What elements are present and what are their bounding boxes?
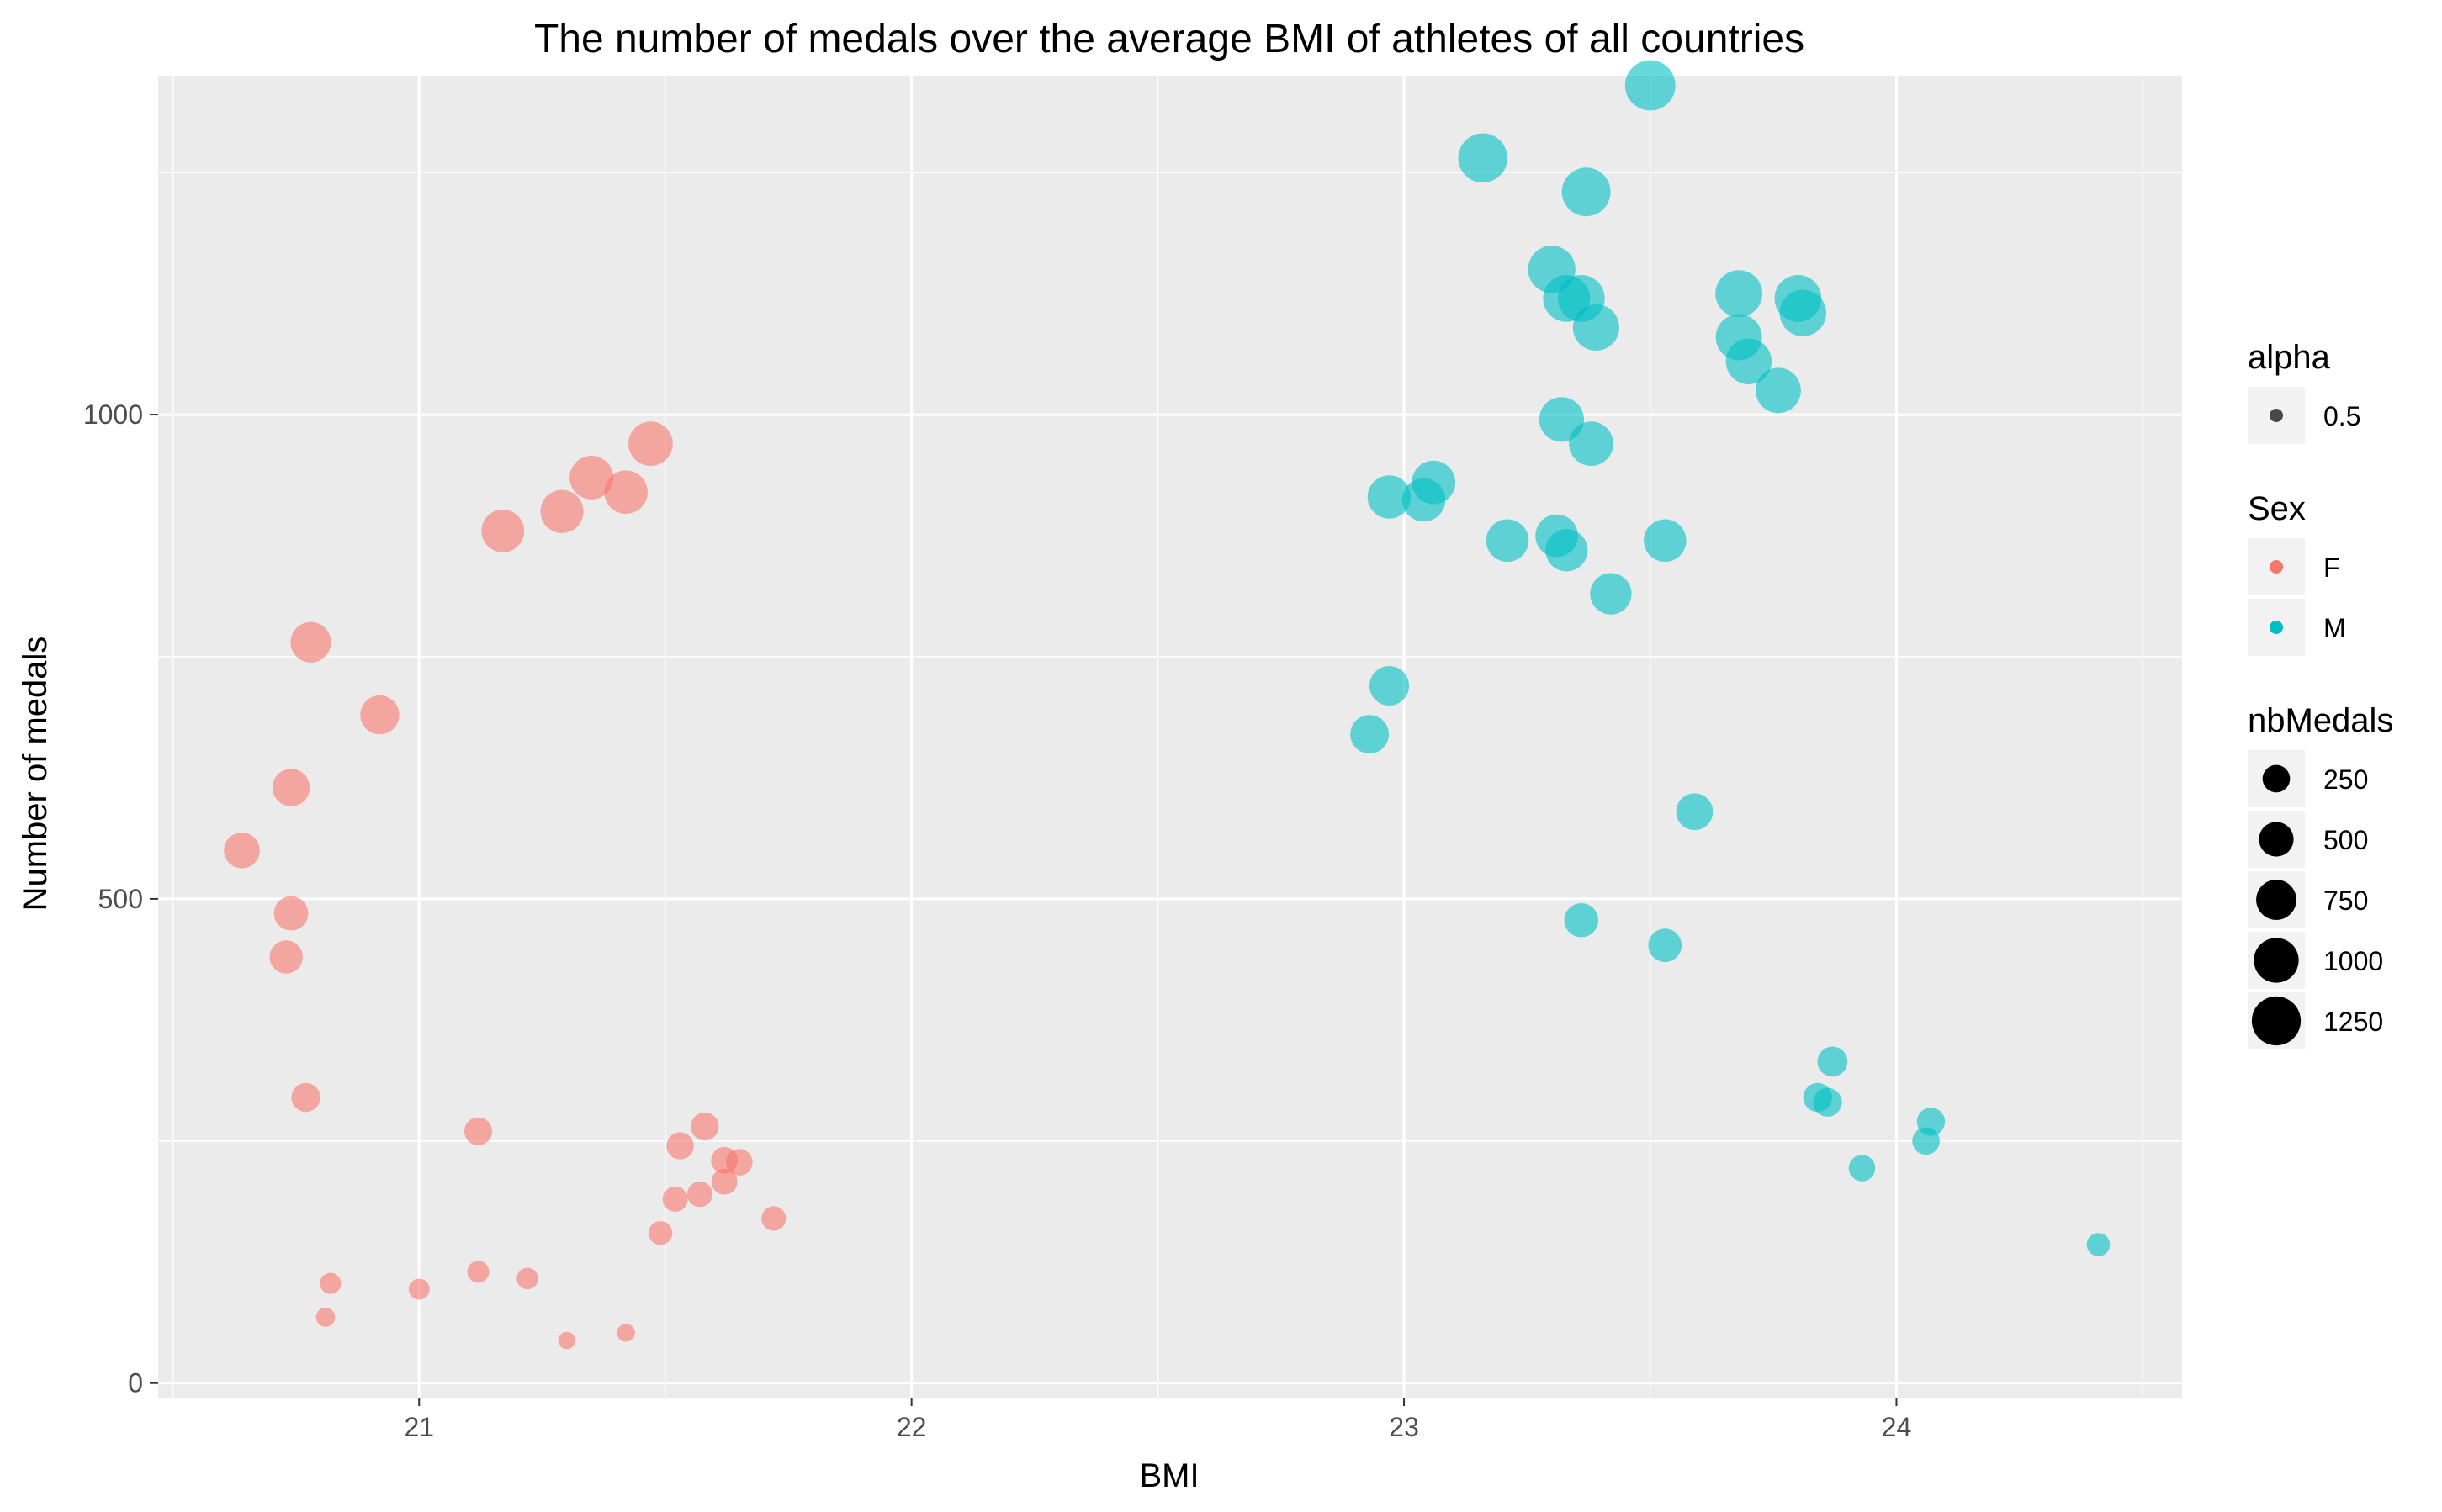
legend-key-symbol bbox=[2270, 409, 2283, 422]
data-point-f bbox=[666, 1132, 694, 1160]
data-point-f bbox=[481, 509, 525, 552]
minor-gridlines bbox=[158, 76, 2182, 1398]
data-point-f bbox=[711, 1168, 738, 1195]
data-point-m bbox=[1561, 167, 1611, 217]
data-point-f bbox=[467, 1261, 490, 1283]
x-tick-label: 23 bbox=[1389, 1412, 1419, 1442]
data-point-f bbox=[516, 1267, 538, 1290]
y-axis-ticks: 0 500 1000 bbox=[83, 399, 158, 1398]
data-point-m bbox=[1715, 270, 1763, 318]
data-point-f bbox=[569, 455, 614, 500]
legend-key-symbol bbox=[2259, 822, 2294, 857]
data-point-m bbox=[1779, 289, 1826, 336]
x-axis-label: BMI bbox=[1139, 1457, 1199, 1494]
data-point-m bbox=[1569, 421, 1613, 466]
data-point-f bbox=[540, 489, 584, 533]
y-tick-label: 1000 bbox=[83, 399, 143, 430]
data-point-m bbox=[1912, 1127, 1940, 1155]
legend-entry-label: F bbox=[2323, 552, 2340, 583]
y-tick-label: 0 bbox=[128, 1368, 143, 1398]
legend-entry-label: 250 bbox=[2323, 764, 2368, 795]
data-point-m bbox=[1564, 902, 1599, 938]
data-point-f bbox=[224, 832, 260, 869]
legend-key-symbol bbox=[2254, 938, 2299, 983]
data-point-m bbox=[1545, 529, 1588, 572]
data-point-m bbox=[1624, 60, 1676, 111]
data-points bbox=[224, 60, 2111, 1350]
data-point-f bbox=[761, 1206, 787, 1231]
data-point-m bbox=[1486, 519, 1529, 563]
legend-entry-label: M bbox=[2323, 613, 2346, 643]
data-point-m bbox=[1369, 666, 1410, 706]
data-point-f bbox=[464, 1117, 493, 1145]
data-point-m bbox=[1848, 1155, 1876, 1182]
legend-entry-label: 1250 bbox=[2323, 1007, 2383, 1037]
legend-title: alpha bbox=[2248, 339, 2331, 376]
data-point-m bbox=[1572, 304, 1619, 351]
data-point-f bbox=[290, 621, 331, 663]
major-gridlines bbox=[158, 76, 2182, 1398]
x-tick-label: 24 bbox=[1882, 1412, 1912, 1442]
x-tick-label: 22 bbox=[897, 1412, 927, 1442]
data-point-f bbox=[408, 1278, 430, 1300]
data-point-f bbox=[269, 940, 303, 974]
legend-entry-label: 750 bbox=[2323, 886, 2368, 916]
data-point-m bbox=[1458, 133, 1507, 183]
y-tick-label: 500 bbox=[98, 884, 143, 914]
data-point-f bbox=[604, 470, 648, 515]
data-point-m bbox=[1813, 1087, 1842, 1117]
legend-title: nbMedals bbox=[2248, 702, 2393, 739]
legend-key-symbol bbox=[2270, 621, 2283, 634]
data-point-m bbox=[1539, 397, 1584, 442]
data-point-f bbox=[691, 1112, 719, 1141]
legend-entry-label: 500 bbox=[2323, 825, 2368, 855]
x-axis-ticks: 21 22 23 24 bbox=[404, 1398, 1911, 1442]
chart-title: The number of medals over the average BM… bbox=[534, 17, 1804, 61]
legend-key-symbol bbox=[2251, 996, 2302, 1046]
data-point-m bbox=[1676, 793, 1714, 831]
legend-entry-label: 1000 bbox=[2323, 946, 2383, 976]
data-point-f bbox=[273, 896, 309, 931]
plot-panel bbox=[158, 76, 2182, 1398]
legend-key-symbol bbox=[2270, 560, 2283, 574]
data-point-f bbox=[725, 1149, 753, 1176]
data-point-m bbox=[1590, 573, 1632, 615]
data-point-f bbox=[291, 1082, 320, 1113]
data-point-f bbox=[628, 421, 673, 466]
data-point-m bbox=[1725, 338, 1772, 384]
data-point-f bbox=[662, 1186, 688, 1212]
data-point-f bbox=[320, 1272, 342, 1294]
data-point-m bbox=[1367, 475, 1412, 519]
data-point-f bbox=[315, 1308, 336, 1327]
data-point-f bbox=[360, 695, 400, 735]
y-axis-label: Number of medals bbox=[17, 637, 54, 912]
data-point-f bbox=[272, 769, 310, 806]
data-point-m bbox=[1350, 715, 1389, 754]
data-point-f bbox=[648, 1221, 673, 1245]
data-point-m bbox=[1756, 367, 1801, 414]
data-point-m bbox=[1648, 928, 1682, 963]
data-point-f bbox=[686, 1182, 713, 1208]
legend-key-symbol bbox=[2262, 764, 2291, 793]
x-tick-label: 21 bbox=[404, 1412, 434, 1442]
data-point-f bbox=[617, 1324, 635, 1342]
data-point-m bbox=[1817, 1046, 1848, 1077]
data-point-m bbox=[2086, 1233, 2111, 1256]
data-point-m bbox=[1644, 519, 1687, 563]
data-point-f bbox=[558, 1331, 576, 1350]
legend-title: Sex bbox=[2248, 490, 2306, 527]
legend-key-symbol bbox=[2256, 880, 2296, 920]
data-point-m bbox=[1401, 478, 1446, 522]
legend-entry-label: 0.5 bbox=[2323, 401, 2360, 431]
